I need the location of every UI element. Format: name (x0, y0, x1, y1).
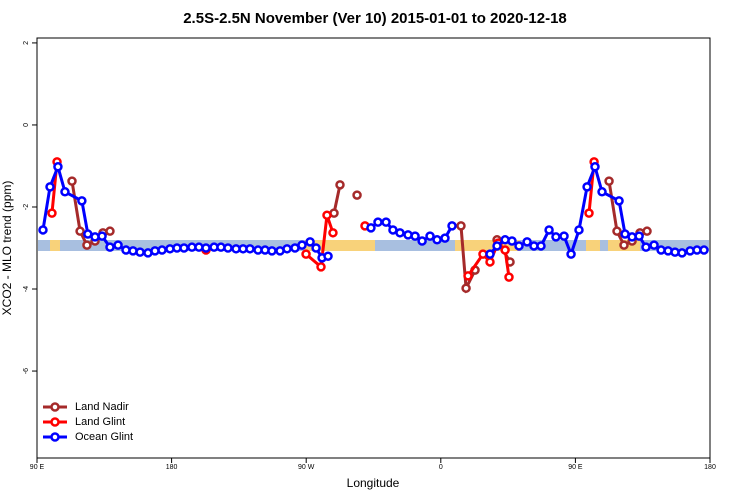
point (113, 240, 123, 250)
point (316, 262, 326, 272)
legend-marker (50, 432, 60, 442)
x-axis-label: Longitude (347, 476, 400, 490)
point (590, 162, 600, 172)
point (53, 162, 63, 172)
point (456, 221, 466, 231)
point (699, 245, 709, 255)
point (322, 210, 332, 220)
point (105, 226, 115, 236)
legend-marker (50, 402, 60, 412)
point (311, 243, 321, 253)
point (77, 196, 87, 206)
x-tick-label: 0 (439, 464, 443, 471)
point (82, 240, 92, 250)
point (366, 223, 376, 233)
point (67, 176, 77, 186)
point (432, 235, 442, 245)
point (504, 272, 514, 282)
point (500, 245, 510, 255)
point (507, 236, 517, 246)
point (461, 283, 471, 293)
point (544, 225, 554, 235)
point (559, 231, 569, 241)
point (75, 226, 85, 236)
y-tick-label: -6 (23, 368, 30, 374)
point (642, 226, 652, 236)
point (352, 190, 362, 200)
point (649, 240, 659, 250)
point (135, 247, 145, 257)
plot-frame (36, 37, 711, 459)
point (373, 217, 383, 227)
point (612, 226, 622, 236)
point (536, 241, 546, 251)
point (551, 232, 561, 242)
legend-label: Ocean Glint (75, 431, 133, 443)
point (614, 196, 624, 206)
land-band (455, 240, 520, 251)
point (440, 233, 450, 243)
legend-label: Land Glint (75, 416, 125, 428)
point (223, 243, 233, 253)
x-tick-label: 180 (166, 464, 178, 471)
point (305, 237, 315, 247)
x-tick-label: 90 W (298, 464, 315, 471)
y-tick-label: -2 (23, 204, 30, 210)
y-axis-label: XCO2 - MLO trend (ppm) (0, 181, 14, 316)
land-band (50, 240, 60, 251)
point (45, 182, 55, 192)
point (301, 249, 311, 259)
point (157, 245, 167, 255)
point (201, 243, 211, 253)
point (514, 241, 524, 251)
point (60, 187, 70, 197)
x-tick-label: 180 (704, 464, 716, 471)
point (395, 228, 405, 238)
point (634, 231, 644, 241)
point (677, 248, 687, 258)
y-tick-label: 0 (23, 123, 30, 127)
point (492, 241, 502, 251)
point (323, 251, 333, 261)
point (417, 236, 427, 246)
point (574, 225, 584, 235)
point (297, 240, 307, 250)
point (485, 257, 495, 267)
legend-label: Land Nadir (75, 401, 129, 413)
point (522, 237, 532, 247)
point (105, 242, 115, 252)
point (282, 244, 292, 254)
point (597, 187, 607, 197)
point (447, 221, 457, 231)
chart-title: 2.5S-2.5N November (Ver 10) 2015-01-01 t… (183, 10, 567, 27)
point (245, 244, 255, 254)
x-tick-label: 90 E (568, 464, 583, 471)
point (267, 246, 277, 256)
land-band (305, 240, 375, 251)
point (381, 217, 391, 227)
point (328, 228, 338, 238)
point (47, 208, 57, 218)
point (582, 182, 592, 192)
land-band (586, 240, 600, 251)
x-tick-label: 90 E (30, 464, 45, 471)
point (584, 208, 594, 218)
point (641, 242, 651, 252)
point (179, 243, 189, 253)
point (604, 176, 614, 186)
point (97, 231, 107, 241)
point (463, 271, 473, 281)
y-tick-label: 2 (23, 41, 30, 45)
point (485, 249, 495, 259)
point (335, 180, 345, 190)
point (410, 231, 420, 241)
point (619, 240, 629, 250)
point (38, 225, 48, 235)
y-tick-label: -4 (23, 286, 30, 292)
point (566, 249, 576, 259)
legend-marker (50, 417, 60, 427)
point (425, 231, 435, 241)
